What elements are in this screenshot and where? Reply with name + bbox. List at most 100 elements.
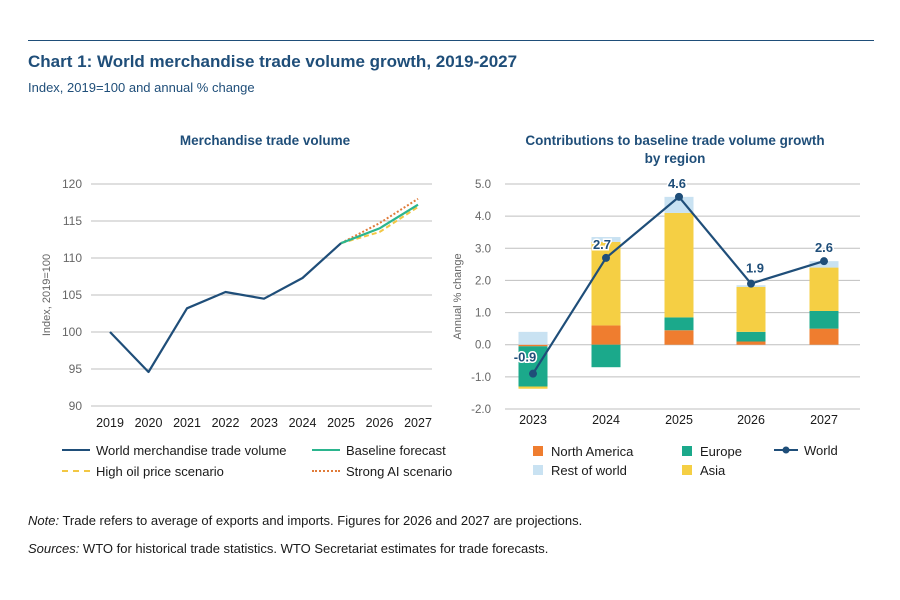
x-tick-label: 2026 [366, 416, 394, 430]
x-tick-label: 2027 [810, 413, 838, 427]
legend-item-world: World [774, 441, 838, 459]
y-tick-label: 95 [69, 362, 83, 376]
y-tick-label: 110 [63, 251, 82, 265]
x-tick-label: 2020 [135, 416, 163, 430]
legend-item-rest-of-world: Rest of world [533, 461, 627, 479]
world-data-label: 4.6 [668, 176, 686, 191]
series-strong-ai [340, 197, 419, 245]
legend-item-north-america: North America [533, 442, 633, 460]
x-tick-label: 2022 [212, 416, 240, 430]
legend-label-north-america: North America [551, 443, 634, 459]
y-tick-label: 115 [63, 214, 82, 228]
world-point-2026 [747, 279, 755, 288]
series-world-volume [109, 242, 342, 374]
bar-asia-2025 [664, 212, 694, 318]
left-line-chart: 90 95 100 105 110 115 120 2019 2020 2021 2022 2023 2… [41, 177, 432, 430]
y-axis-label: Annual % change [452, 253, 464, 339]
legend-swatch-strong-ai [312, 470, 340, 472]
legend-swatch-world-volume [62, 449, 90, 451]
legend-swatch-high-oil [62, 470, 90, 472]
x-tick-label: 2025 [665, 413, 693, 427]
y-tick-label: 100 [62, 325, 82, 339]
x-tick-label: 2024 [289, 416, 317, 430]
world-point-2024 [602, 253, 610, 262]
x-tick-label: 2023 [250, 416, 278, 430]
y-tick-label: 4.0 [475, 211, 491, 223]
legend-item-europe: Europe [682, 442, 742, 460]
y-tick-label: 0.0 [475, 340, 491, 352]
note-text: Note: Trade refers to average of exports… [28, 513, 582, 528]
bar-asia-2027 [809, 267, 839, 311]
bar-europe-2025 [664, 317, 694, 331]
note-label: Note: [28, 513, 60, 528]
bar-asia-2023 [518, 386, 548, 389]
world-data-label: 1.9 [746, 261, 764, 276]
bar-rest-of-world-2024 [591, 237, 621, 242]
y-tick-label: 1.0 [475, 308, 491, 320]
y-tick-label: 120 [62, 177, 82, 191]
x-tick-label: 2019 [96, 416, 124, 430]
legend-item-strong-ai: Strong AI scenario [312, 462, 452, 480]
legend-swatch-world [774, 446, 798, 454]
legend-swatch-europe [682, 446, 692, 456]
bar-rest-of-world-2025 [664, 196, 694, 213]
chart-title: Chart 1: World merchandise trade volume … [28, 52, 518, 71]
legend-swatch-north-america [533, 446, 543, 456]
legend-label-strong-ai: Strong AI scenario [346, 463, 453, 479]
series-high-oil [340, 206, 419, 245]
bar-north-america-2023 [518, 344, 548, 347]
sources-text: Sources: WTO for historical trade statis… [28, 541, 548, 556]
left-panel-title: Merchandise trade volume [179, 133, 351, 148]
legend-item-world-volume: World merchandise trade volume [62, 441, 287, 459]
bar-asia-2026 [736, 286, 766, 332]
sources-label: Sources: [28, 541, 80, 556]
legend-label-europe: Europe [700, 443, 742, 459]
x-tick-label: 2023 [519, 413, 547, 427]
world-point-2023 [529, 369, 537, 378]
sources-body: WTO for historical trade statistics. WTO… [79, 541, 549, 556]
right-stacked-bar-chart: -2.0 -1.0 0.0 1.0 2.0 3.0 4.0 5.0 2023 2024 2025 20… [452, 174, 860, 427]
bar-rest-of-world-2023 [518, 331, 548, 345]
y-tick-label: -2.0 [471, 404, 491, 416]
y-tick-label: 3.0 [475, 243, 491, 255]
bar-north-america-2025 [664, 330, 694, 345]
legend-label-asia: Asia [700, 462, 726, 478]
legend-label-world: World [804, 442, 838, 458]
world-data-label: -0.9 [514, 350, 536, 365]
y-tick-label: 2.0 [475, 275, 491, 287]
x-tick-label: 2027 [404, 416, 432, 430]
x-tick-label: 2025 [327, 416, 355, 430]
world-point-2027 [820, 257, 828, 266]
right-panel-title: Contributions to baseline trade volume g… [525, 133, 825, 166]
y-tick-label: -1.0 [471, 372, 491, 384]
chart-subtitle: Index, 2019=100 and annual % change [28, 80, 255, 95]
legend-swatch-asia [682, 465, 692, 475]
note-body: Trade refers to average of exports and i… [59, 513, 583, 528]
y-tick-label: 105 [62, 288, 82, 302]
bar-europe-2027 [809, 310, 839, 329]
legend-label-high-oil: High oil price scenario [96, 463, 224, 479]
legend-item-asia: Asia [682, 461, 725, 479]
legend-label-world-volume: World merchandise trade volume [96, 442, 287, 458]
world-data-label: 2.6 [815, 240, 833, 255]
bar-north-america-2026 [736, 341, 766, 345]
x-tick-label: 2021 [173, 416, 201, 430]
top-rule [28, 40, 874, 41]
bar-europe-2023 [518, 346, 548, 387]
series-baseline [340, 203, 419, 245]
y-axis-label: Index, 2019=100 [41, 254, 53, 336]
legend-item-high-oil: High oil price scenario [62, 462, 224, 480]
bar-north-america-2024 [591, 325, 621, 345]
bar-europe-2024 [591, 344, 621, 368]
bar-north-america-2027 [809, 328, 839, 345]
x-tick-label: 2024 [592, 413, 620, 427]
x-tick-label: 2026 [737, 413, 765, 427]
y-tick-label: 5.0 [475, 179, 491, 191]
legend-label-rest-of-world: Rest of world [551, 462, 627, 478]
legend-swatch-rest-of-world [533, 465, 543, 475]
y-tick-label: 90 [69, 399, 83, 413]
legend-label-baseline: Baseline forecast [346, 442, 446, 458]
legend-item-baseline: Baseline forecast [312, 441, 446, 459]
bar-europe-2026 [736, 331, 766, 342]
world-data-label: 2.7 [593, 237, 611, 252]
